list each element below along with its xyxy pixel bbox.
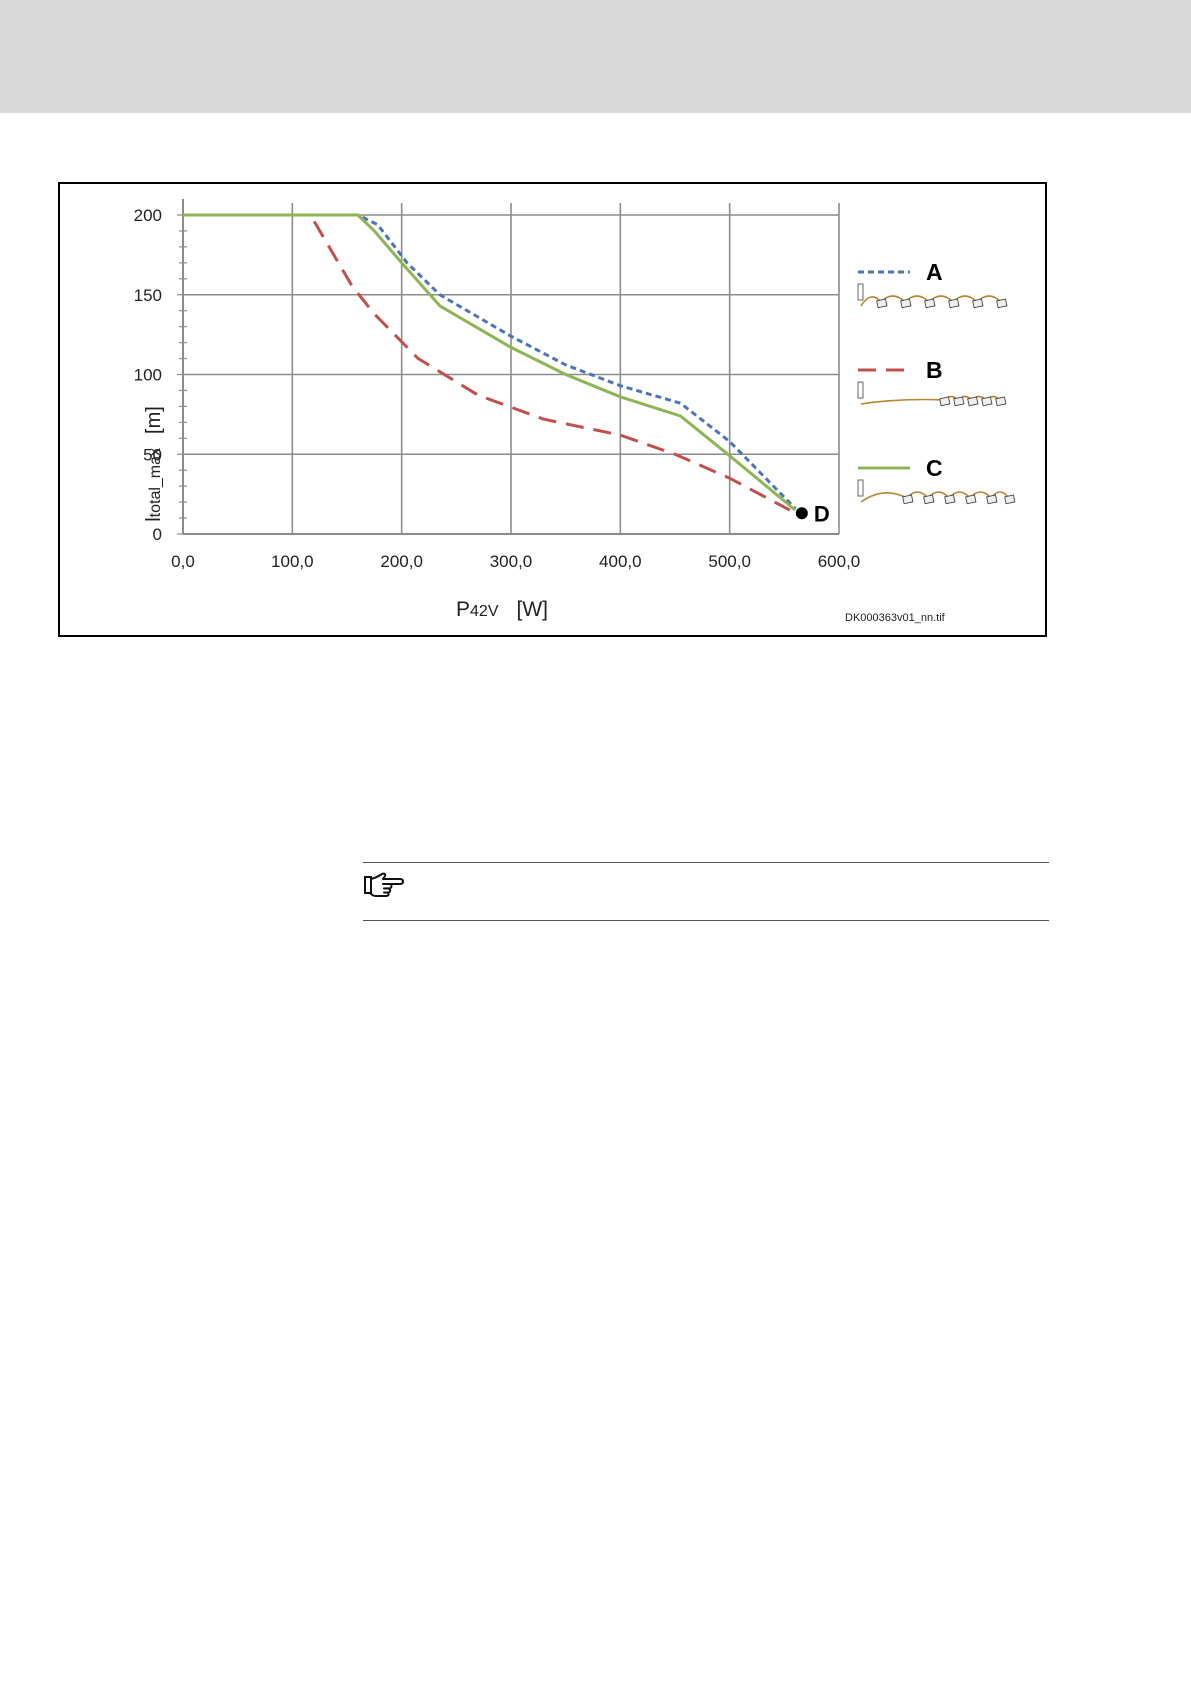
connector-icon xyxy=(948,298,960,309)
series-c-line xyxy=(183,213,797,512)
drive-unit-icon xyxy=(857,381,864,399)
x-tick-label: 300,0 xyxy=(490,552,533,571)
connector-icon xyxy=(995,396,1007,407)
series-b-line xyxy=(312,220,791,512)
topology-sketch-c xyxy=(857,479,1016,505)
y-axis-label: ltotal_max [m] xyxy=(143,406,165,522)
point-d-label: D xyxy=(814,501,830,526)
connector-icon xyxy=(986,494,998,505)
x-axis-unit: [W] xyxy=(516,598,548,621)
legend-label-b: B xyxy=(926,357,943,383)
page-header-band xyxy=(0,0,1191,113)
chart-legend: A B C xyxy=(857,259,1016,505)
chart-axes xyxy=(182,199,839,535)
connector-icon xyxy=(1004,494,1016,505)
cable-path xyxy=(860,395,1001,405)
connector-icon xyxy=(981,396,993,407)
connector-icon xyxy=(953,396,965,407)
topology-sketch-a xyxy=(857,283,1008,309)
chart-ticks: 0,0 100,0 200,0 300,0 400,0 500,0 600,0 0 50 100 1… xyxy=(134,206,861,571)
connector-icon xyxy=(900,298,912,309)
note-rule-bottom xyxy=(363,920,1049,921)
point-d-marker xyxy=(795,507,808,520)
y-axis-label-sub: total_max xyxy=(147,448,164,517)
drive-unit-icon xyxy=(857,479,864,497)
chart-series: D xyxy=(183,213,830,526)
y-axis-unit: [m] xyxy=(143,406,165,434)
pointing-hand-icon xyxy=(364,872,404,897)
drive-unit-icon xyxy=(857,283,864,301)
note-rule-top xyxy=(363,862,1049,863)
y-tick-label: 200 xyxy=(134,206,162,225)
y-axis-label-main: l xyxy=(143,517,165,521)
x-axis-label: P42V [W] xyxy=(456,598,548,621)
x-axis-label-sub: 42V xyxy=(470,603,499,620)
connector-icon xyxy=(972,298,984,309)
connector-icon xyxy=(965,494,977,505)
x-tick-label: 200,0 xyxy=(380,552,423,571)
x-tick-label: 400,0 xyxy=(599,552,642,571)
connector-icon xyxy=(944,494,956,505)
series-a-line xyxy=(183,213,797,510)
x-tick-label: 0,0 xyxy=(171,552,195,571)
connector-icon xyxy=(924,298,936,309)
x-tick-label: 600,0 xyxy=(818,552,861,571)
x-tick-label: 100,0 xyxy=(271,552,314,571)
connector-icon xyxy=(902,494,914,505)
y-tick-label: 100 xyxy=(134,366,162,385)
connector-icon xyxy=(939,396,951,407)
figure-id: DK000363v01_nn.tif xyxy=(845,612,946,624)
connector-icon xyxy=(996,298,1008,309)
chart: 0,0 100,0 200,0 300,0 400,0 500,0 600,0 0 50 100 1… xyxy=(134,199,1016,624)
legend-label-c: C xyxy=(926,455,943,481)
y-tick-label: 50 xyxy=(143,445,162,464)
chart-grid xyxy=(183,203,840,534)
connector-icon xyxy=(923,494,935,505)
figure-frame: 0,0 100,0 200,0 300,0 400,0 500,0 600,0 0 50 100 1… xyxy=(58,182,1047,637)
topology-sketch-b xyxy=(857,381,1007,407)
y-tick-label: 0 xyxy=(153,525,162,544)
y-tick-label: 150 xyxy=(134,286,162,305)
x-axis-label-main: P xyxy=(456,598,470,621)
legend-label-a: A xyxy=(926,259,943,285)
connector-icon xyxy=(967,396,979,407)
x-tick-label: 500,0 xyxy=(708,552,751,571)
connector-icon xyxy=(876,298,888,309)
